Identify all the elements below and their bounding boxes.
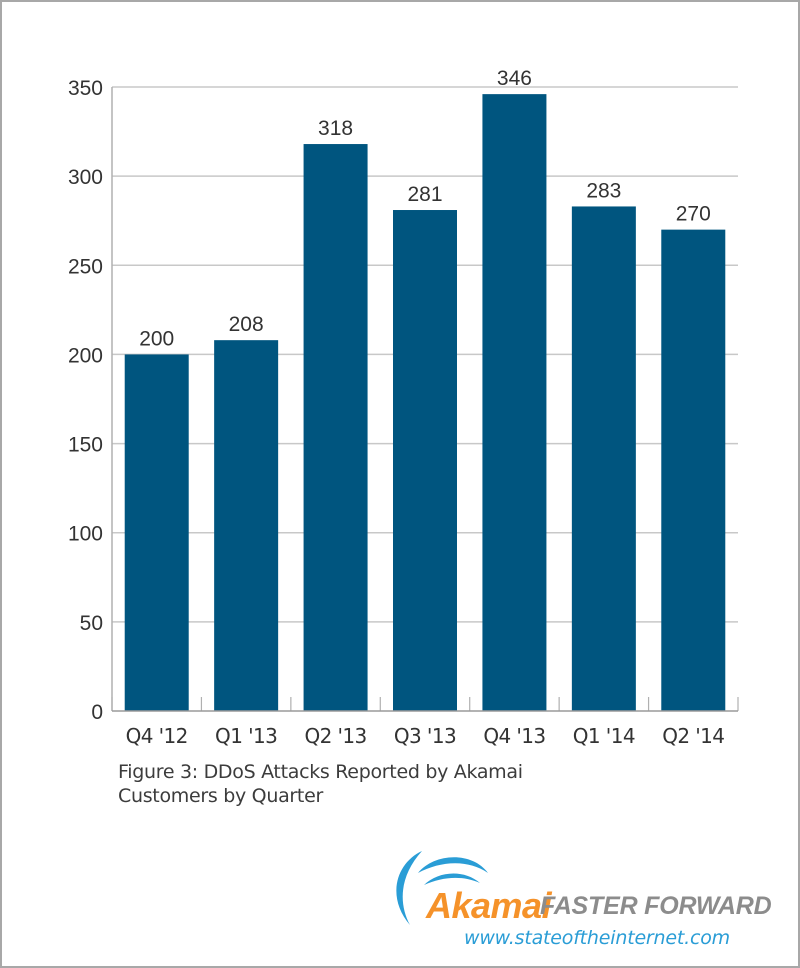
x-tick-label: Q2 '13 bbox=[304, 724, 366, 748]
caption-line-1: Figure 3: DDoS Attacks Reported by Akama… bbox=[118, 761, 523, 783]
bar bbox=[303, 144, 368, 712]
brand-name: Akamai bbox=[426, 885, 552, 926]
bar bbox=[661, 229, 726, 711]
x-tick-label: Q4 '13 bbox=[483, 724, 545, 748]
y-tick-label: 250 bbox=[68, 255, 103, 278]
bar bbox=[571, 206, 636, 712]
akamai-swoosh-icon bbox=[396, 851, 488, 925]
y-tick-label: 350 bbox=[68, 77, 103, 100]
data-label: 200 bbox=[139, 327, 174, 350]
bar-chart: 0 50 100 150 200 250 300 350 200 208 318 281 346 283… bbox=[68, 67, 739, 748]
bars bbox=[124, 94, 726, 712]
y-axis-ticks: 0 50 100 150 200 250 300 350 bbox=[68, 77, 103, 724]
figure-caption: Figure 3: DDoS Attacks Reported by Akama… bbox=[118, 760, 598, 808]
bar bbox=[393, 210, 457, 711]
y-tick-label: 150 bbox=[68, 434, 103, 457]
x-tick-label: Q2 '14 bbox=[662, 724, 724, 748]
x-tick-label: Q3 '13 bbox=[394, 724, 456, 748]
axes bbox=[111, 87, 738, 712]
brand-tagline: FASTER FORWARD bbox=[540, 892, 772, 920]
y-tick-label: 200 bbox=[68, 344, 103, 367]
x-tick-label: Q1 '14 bbox=[573, 724, 635, 748]
x-axis-ticks: Q4 '12 Q1 '13 Q2 '13 Q3 '13 Q4 '13 Q1 '14 Q2 '… bbox=[111, 697, 739, 748]
data-labels: 200 208 318 281 346 283 270 bbox=[139, 67, 711, 350]
y-tick-label: 50 bbox=[80, 612, 103, 635]
website-link[interactable]: www.stateoftheinternet.com bbox=[464, 927, 730, 949]
data-label: 270 bbox=[676, 203, 711, 226]
data-label: 283 bbox=[586, 179, 621, 202]
data-label: 281 bbox=[407, 183, 442, 206]
data-label: 346 bbox=[497, 67, 532, 90]
bar bbox=[124, 354, 189, 711]
x-tick-label: Q1 '13 bbox=[215, 724, 277, 748]
bar bbox=[482, 94, 547, 712]
y-tick-label: 0 bbox=[91, 701, 103, 724]
y-tick-label: 100 bbox=[68, 523, 103, 546]
y-tick-label: 300 bbox=[68, 166, 103, 189]
bar bbox=[214, 340, 279, 711]
akamai-logo: Akamai FASTER FORWARD www.stateoftheinte… bbox=[388, 845, 788, 955]
x-tick-label: Q4 '12 bbox=[126, 724, 188, 748]
data-label: 318 bbox=[318, 117, 353, 140]
caption-line-2: Customers by Quarter bbox=[118, 785, 323, 807]
data-label: 208 bbox=[229, 313, 264, 336]
